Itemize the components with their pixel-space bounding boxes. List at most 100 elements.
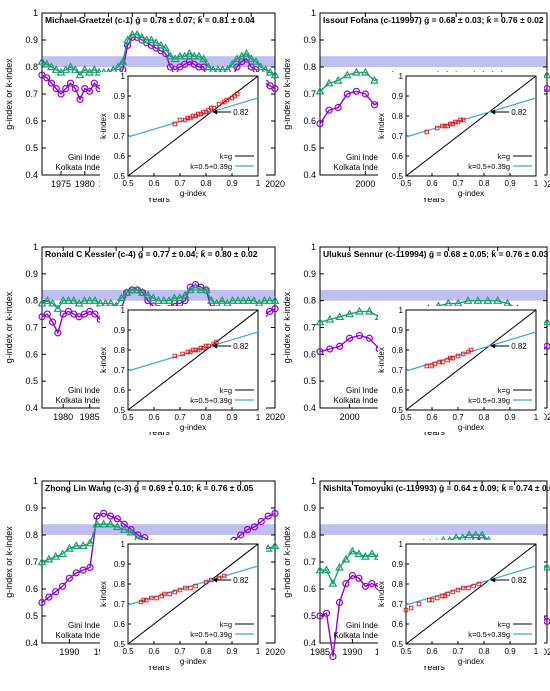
inset-point — [203, 343, 209, 349]
inset-point — [432, 361, 437, 367]
y-tick-label: 0.6 — [25, 584, 38, 594]
x-axis-label: Years — [147, 194, 170, 204]
inset-y-tick-label: 0.9 — [114, 92, 126, 101]
gini-point — [86, 563, 94, 572]
inset-x-tick-label: 0.9 — [504, 647, 516, 656]
kolkata-point — [238, 296, 248, 304]
inset-point — [211, 105, 217, 111]
reference-band — [42, 289, 275, 301]
y-tick-label: 0.8 — [303, 530, 316, 540]
x-axis-label: Years — [422, 194, 445, 204]
inset-point — [440, 359, 445, 365]
inset-annotation-label: 0.82 — [233, 576, 249, 585]
inset-y-axis-label: k-index — [99, 113, 108, 139]
inset-diagonal-line — [405, 309, 537, 411]
y-tick-label: 1 — [311, 476, 316, 486]
gini-point — [326, 345, 334, 353]
kolkata-point — [342, 70, 352, 79]
kolkata-point — [58, 296, 68, 304]
gini-point — [195, 63, 203, 71]
inset-x-axis-label: g-index — [180, 423, 206, 432]
kolkata-point — [159, 296, 169, 304]
inset-point — [167, 591, 172, 597]
x-tick-label: 2020 — [265, 647, 285, 657]
x-tick-label: 2020 — [265, 179, 285, 189]
inset-y-tick-label: 0.7 — [392, 132, 404, 141]
inset-y-tick-label: 0.7 — [114, 132, 126, 141]
inset-point — [460, 117, 466, 123]
inset-plot: 0.5 0.6 0.7 0.8 0.9 1 0.5 0.6 0.7 0.8 0.9 1 g-index k… — [99, 306, 266, 432]
inset-x-axis-label: g-index — [180, 189, 206, 198]
panel-3: 0.40.50.60.70.80.91198019851990199520002… — [4, 242, 285, 437]
inset-x-tick-label: 0.6 — [426, 413, 438, 422]
kolkata-point — [75, 70, 85, 79]
kolkata-point — [233, 296, 243, 304]
kolkata-point — [118, 56, 128, 65]
inset-annotation-arrowhead — [212, 343, 218, 349]
y-tick-label: 0.9 — [25, 503, 38, 513]
inset-x-tick-label: 0.9 — [226, 647, 238, 656]
kolkata-point — [315, 565, 325, 574]
gini-point — [65, 574, 74, 582]
inset-point — [447, 121, 453, 127]
kolkata-point — [355, 306, 364, 315]
gini-point — [264, 512, 272, 520]
kolkata-point — [345, 309, 355, 318]
inset-x-axis-label: g-index — [458, 423, 484, 432]
gini-point — [38, 598, 46, 607]
inset-x-tick-label: 0.6 — [148, 647, 160, 656]
inset-point — [172, 121, 178, 127]
kolkata-point — [464, 530, 474, 539]
inset-legend-fit-label: k=0.5+0.39g — [468, 630, 510, 639]
inset-y-tick-label: 0.8 — [114, 346, 126, 355]
inset-point — [440, 123, 445, 129]
kolkata-point — [265, 296, 275, 304]
gini-point — [48, 318, 57, 326]
gini-point — [250, 523, 259, 531]
x-tick-label: 2000 — [340, 412, 360, 422]
kolkata-point — [324, 78, 334, 87]
gini-point — [271, 305, 279, 313]
inset-point — [471, 583, 476, 589]
kolkata-point — [328, 578, 338, 587]
inset-point — [206, 343, 211, 349]
kolkata-point — [333, 75, 343, 84]
inset-point — [424, 129, 430, 135]
inset-y-tick-label: 0.5 — [392, 172, 404, 181]
y-tick-label: 0.6 — [25, 349, 38, 359]
inset-y-tick-label: 1 — [121, 306, 126, 315]
kolkata-point — [154, 296, 163, 304]
kolkata-point — [270, 70, 280, 79]
inset-y-tick-label: 1 — [121, 540, 126, 549]
y-tick-label: 0.6 — [303, 584, 316, 594]
gini-point — [316, 612, 324, 620]
inset-point — [476, 581, 482, 587]
x-tick-label: 1990 — [342, 647, 362, 657]
kolkata-point — [89, 65, 99, 73]
inset-x-tick-label: 0.7 — [174, 413, 186, 422]
gini-point — [71, 84, 79, 93]
panel-title: Michael-Graetzel (c-1) ḡ = 0.78 ± 0.07; … — [45, 15, 255, 25]
inset-x-tick-label: 0.8 — [478, 179, 490, 188]
kolkata-point — [249, 296, 259, 304]
inset-point — [429, 597, 435, 603]
gini-point — [91, 310, 99, 318]
inset-point — [141, 597, 146, 603]
kolkata-point — [132, 285, 142, 294]
inset-x-tick-label: 0.8 — [200, 647, 212, 656]
kolkata-point — [92, 519, 102, 528]
y-tick-label: 0.7 — [303, 557, 316, 567]
inset-y-tick-label: 0.7 — [392, 366, 404, 375]
inset-x-tick-label: 0.5 — [122, 413, 134, 422]
inset-point — [234, 91, 240, 97]
kolkata-point — [471, 530, 481, 539]
inset-point — [437, 359, 443, 365]
kolkata-point — [189, 51, 199, 60]
kolkata-point — [101, 298, 110, 307]
inset-x-tick-label: 1 — [534, 413, 539, 422]
inset-x-axis-label: g-index — [458, 657, 484, 666]
y-axis-label: g-index or k-index — [282, 291, 292, 363]
gini-point — [45, 593, 53, 601]
inset-plot: 0.5 0.6 0.7 0.8 0.9 1 0.5 0.6 0.7 0.8 0.9 1 g-index k… — [99, 72, 266, 198]
kolkata-point — [463, 296, 473, 304]
